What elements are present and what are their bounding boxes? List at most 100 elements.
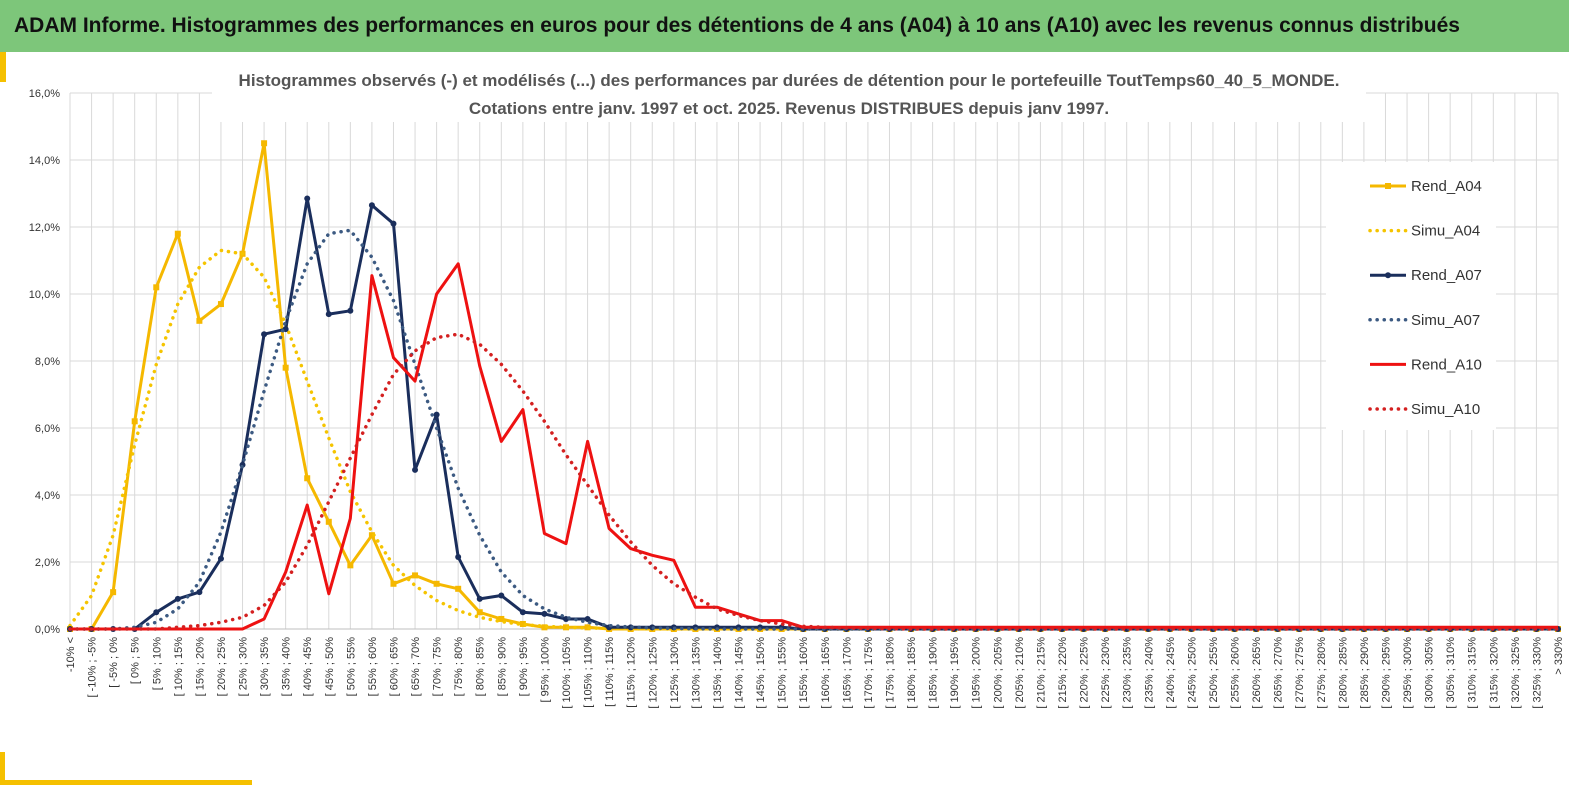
x-tick-label: [ 10% ; 15%: [173, 637, 185, 697]
legend-marker: [1385, 272, 1391, 279]
report-banner: ADAM Informe. Histogrammes des performan…: [0, 0, 1569, 52]
data-point: [261, 331, 268, 338]
data-point: [498, 615, 505, 622]
x-tick-label: [ -10% ; -5%: [87, 637, 99, 698]
data-point: [347, 562, 354, 569]
accent-bar-left-bottom: [0, 752, 5, 785]
data-point: [196, 317, 203, 324]
x-tick-label: [ 115% ; 120%: [626, 637, 638, 708]
y-tick-label: 6,0%: [35, 423, 60, 435]
x-axis-ticks: -10% < [ -10% ; -5% [ -5% ; 0% [ 0% ; 5% [ 5…: [65, 637, 1565, 709]
data-point: [174, 230, 181, 237]
legend-label: Rend_A10: [1411, 356, 1482, 373]
x-tick-label: [ 240% ; 245%: [1165, 637, 1177, 709]
x-tick-label: [ 320% ; 325%: [1510, 637, 1522, 709]
series-line-simu-a10: [68, 332, 1560, 631]
y-tick-label: 4,0%: [35, 490, 60, 502]
x-tick-label: [ 180% ; 185%: [906, 637, 918, 709]
x-tick-label: [ 5% ; 10%: [151, 637, 163, 690]
x-tick-label: [ 205% ; 210%: [1014, 637, 1026, 709]
data-point: [282, 364, 289, 371]
y-tick-label: 2,0%: [35, 557, 60, 569]
legend-label: Rend_A04: [1411, 178, 1482, 195]
y-tick-label: 0,0%: [35, 624, 60, 636]
accent-bar-left: [0, 52, 6, 82]
data-point: [325, 311, 332, 318]
x-tick-label: [ 130% ; 135%: [690, 637, 702, 709]
series-line-rend-a07: [70, 197, 1558, 631]
data-point: [476, 609, 483, 616]
data-point: [433, 411, 440, 418]
data-point: [433, 580, 440, 587]
legend-marker: [1385, 183, 1391, 189]
title-background: [212, 64, 1366, 122]
y-tick-label: 10,0%: [29, 289, 60, 301]
series-line-rend-a10: [70, 262, 1558, 631]
x-tick-label: [ 185% ; 190%: [928, 637, 940, 709]
x-tick-label: [ 35% ; 40%: [281, 637, 293, 697]
x-tick-label: [ 145% ; 150%: [755, 637, 767, 709]
x-tick-label: [ 95% ; 100%: [539, 637, 551, 703]
x-tick-label: [ 275% ; 280%: [1316, 637, 1328, 709]
x-tick-label: [ 270% ; 275%: [1294, 637, 1306, 709]
data-point: [476, 595, 483, 602]
data-point: [304, 475, 311, 482]
x-tick-label: [ 120% ; 125%: [647, 637, 659, 709]
banner-title: ADAM Informe. Histogrammes des performan…: [14, 14, 1460, 37]
data-point: [304, 195, 311, 202]
x-tick-label: [ 20% ; 25%: [216, 637, 228, 697]
x-tick-label: [ 260% ; 265%: [1251, 637, 1263, 709]
x-tick-label: [ 55% ; 60%: [367, 637, 379, 697]
x-tick-label: [ 155% ; 160%: [798, 637, 810, 709]
data-point: [110, 589, 117, 596]
x-tick-label: [ 190% ; 195%: [949, 637, 961, 709]
x-tick-label: [ 215% ; 220%: [1057, 637, 1069, 709]
x-tick-label: [ 245% ; 250%: [1186, 637, 1198, 709]
y-tick-label: 12,0%: [29, 222, 60, 234]
x-tick-label: [ 255% ; 260%: [1230, 637, 1242, 709]
data-point: [261, 140, 268, 147]
x-tick-label: [ 60% ; 65%: [388, 637, 400, 697]
y-tick-label: 16,0%: [29, 88, 60, 100]
data-point: [217, 301, 224, 308]
data-point: [412, 466, 419, 473]
x-tick-label: [ 170% ; 175%: [863, 637, 875, 709]
data-point: [390, 580, 397, 587]
legend-label: Simu_A10: [1411, 401, 1480, 418]
y-axis-ticks: 0,0% 2,0% 4,0% 6,0% 8,0% 10,0% 12,0% 14,0% 16,0%: [29, 88, 60, 636]
x-tick-label: [ 315% ; 320%: [1488, 637, 1500, 709]
x-tick-label: [ 325% ; 330%: [1531, 637, 1543, 709]
chart-title-line-2: Cotations entre janv. 1997 et oct. 2025.…: [469, 99, 1109, 118]
y-tick-label: 14,0%: [29, 155, 60, 167]
x-tick-label: [ 70% ; 75%: [432, 637, 444, 697]
data-point: [153, 284, 160, 291]
x-tick-label: [ 140% ; 145%: [734, 637, 746, 709]
data-point: [390, 220, 397, 227]
data-point: [174, 595, 181, 602]
legend-label: Simu_A07: [1411, 312, 1480, 329]
x-tick-label: [ 45% ; 50%: [324, 637, 336, 697]
x-tick-label: [ 15% ; 20%: [194, 637, 206, 697]
data-point: [519, 609, 526, 616]
x-tick-label: [ 285% ; 290%: [1359, 637, 1371, 709]
x-tick-label: [ 40% ; 45%: [302, 637, 314, 697]
legend-label: Rend_A07: [1411, 267, 1482, 284]
x-tick-label: [ 150% ; 155%: [777, 637, 789, 709]
x-tick-label: [ 100% ; 105%: [561, 637, 573, 709]
x-tick-label: [ 110% ; 115%: [604, 637, 616, 707]
legend-background: [1326, 162, 1496, 430]
x-tick-label: [ 250% ; 255%: [1208, 637, 1220, 709]
series-group: [67, 140, 1561, 632]
data-point: [325, 518, 332, 525]
legend-label: Simu_A04: [1411, 223, 1480, 240]
x-tick-label: [ 90% ; 95%: [518, 637, 530, 697]
data-point: [541, 624, 548, 631]
x-tick-label: [ 105% ; 110%: [583, 637, 595, 708]
x-tick-label: [ 200% ; 205%: [992, 637, 1004, 709]
data-point: [455, 585, 462, 592]
x-tick-label: [ 30% ; 35%: [259, 637, 271, 697]
data-point: [584, 615, 591, 622]
x-tick-label: [ 280% ; 285%: [1337, 637, 1349, 709]
data-point: [519, 620, 526, 627]
